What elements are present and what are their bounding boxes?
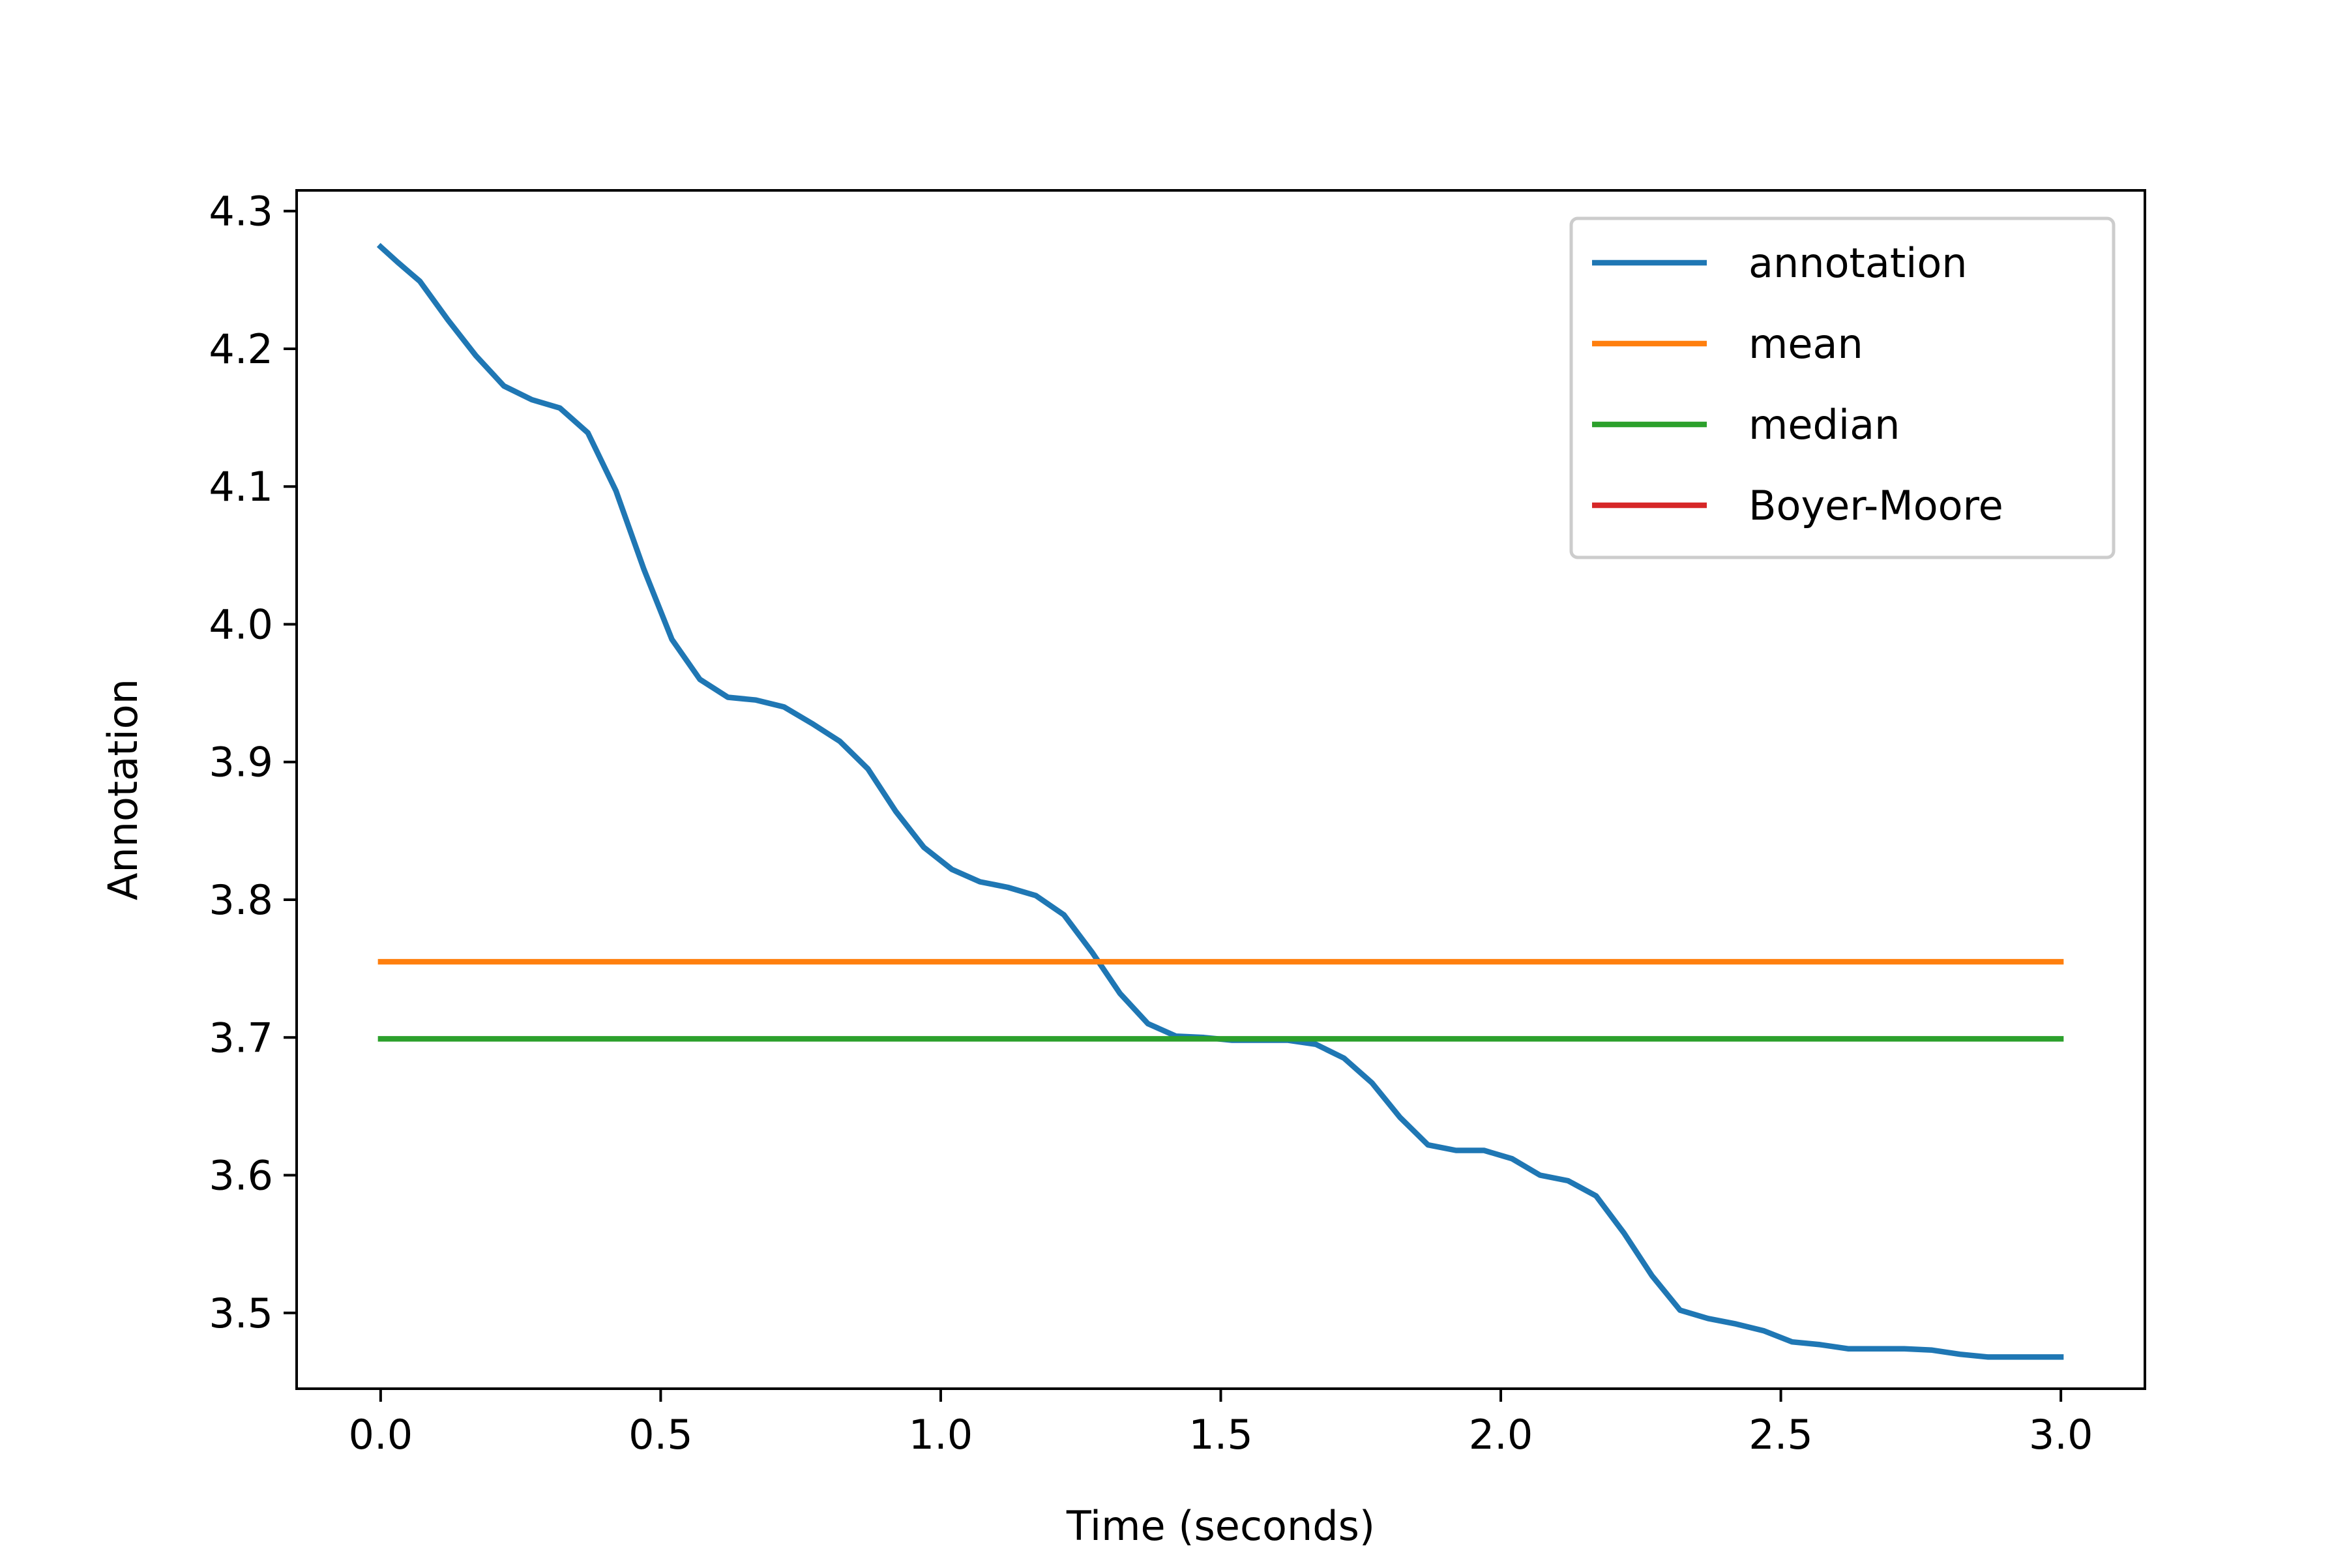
x-tick-label: 1.5 — [1188, 1411, 1253, 1458]
legend-label: median — [1749, 401, 1900, 449]
y-axis-label: Annotation — [99, 679, 147, 900]
y-tick-label: 3.6 — [209, 1152, 273, 1200]
legend-label: mean — [1749, 320, 1863, 368]
y-tick-label: 3.8 — [209, 876, 273, 924]
x-tick-label: 1.0 — [909, 1411, 973, 1458]
y-axis-ticks: 3.5 3.6 3.7 3.8 3.9 4.0 4.1 4.2 4.3 — [209, 188, 297, 1337]
x-tick-label: 2.0 — [1469, 1411, 1533, 1458]
x-tick-label: 0.0 — [349, 1411, 413, 1458]
series-layer — [376, 243, 2064, 1360]
x-tick-label: 3.0 — [2029, 1411, 2093, 1458]
y-tick-label: 4.3 — [209, 188, 273, 235]
y-tick-label: 3.9 — [209, 739, 273, 786]
x-tick-label: 2.5 — [1749, 1411, 1813, 1458]
y-tick-label: 3.5 — [209, 1290, 273, 1337]
y-tick-label: 4.0 — [209, 600, 273, 648]
y-tick-label: 4.2 — [209, 325, 273, 373]
legend: annotation mean median Boyer-Moore — [1569, 216, 2116, 559]
legend-label: annotation — [1749, 239, 1968, 287]
legend-label: Boyer-Moore — [1749, 482, 2003, 529]
x-axis-ticks: 0.0 0.5 1.0 1.5 2.0 2.5 3.0 — [349, 1389, 2093, 1458]
y-tick-label: 3.7 — [209, 1014, 273, 1061]
x-axis-label: Time (seconds) — [1066, 1502, 1375, 1550]
legend-box — [1569, 216, 2116, 559]
x-tick-label: 0.5 — [628, 1411, 693, 1458]
y-tick-label: 4.1 — [209, 463, 273, 510]
